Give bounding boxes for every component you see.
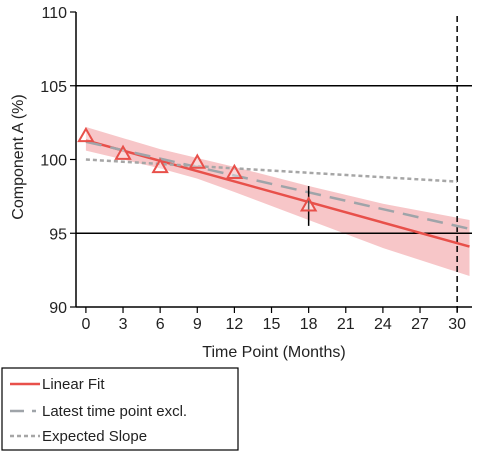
y-tick-label-90: 90 [49, 300, 67, 317]
x-tick-label-27: 27 [411, 316, 429, 333]
x-tick-label-18: 18 [300, 316, 318, 333]
reference-lines-layer [76, 16, 472, 313]
legend: Linear Fit Latest time point excl. Expec… [1, 367, 239, 451]
y-tick-label-110: 110 [41, 5, 67, 22]
x-axis-title: Time Point (Months) [202, 344, 345, 361]
x-tick-label-6: 6 [156, 316, 165, 333]
data-point-0 [77, 126, 95, 143]
y-tick-label-105: 105 [40, 79, 67, 96]
axes-layer: 0 3 6 9 12 15 18 21 24 27 30 90 95 100 105 110 [40, 5, 472, 333]
x-tick-label-12: 12 [226, 316, 244, 333]
data-point-3 [188, 153, 206, 169]
x-tick-label-15: 15 [263, 316, 281, 333]
x-tick-label-30: 30 [448, 316, 466, 333]
y-axis-title: Component A (%) [10, 94, 27, 219]
series-line-0 [85, 139, 470, 248]
x-tick-label-3: 3 [119, 316, 128, 333]
series-line-1 [85, 140, 470, 231]
legend-label-latest-excl: Latest time point excl. [42, 403, 187, 420]
x-tick-label-0: 0 [81, 316, 90, 333]
data-point-1 [114, 144, 132, 160]
legend-label-expected-slope: Expected Slope [42, 428, 147, 445]
data-point-2 [151, 157, 169, 174]
legend-box [1, 367, 239, 451]
data-points-layer [77, 126, 318, 226]
x-tick-label-24: 24 [374, 316, 392, 333]
y-tick-label-100: 100 [40, 153, 67, 170]
data-point-4 [225, 163, 244, 180]
y-tick-label-95: 95 [49, 226, 67, 243]
x-tick-label-9: 9 [193, 316, 202, 333]
data-point-5 [299, 196, 318, 212]
legend-label-linear-fit: Linear Fit [42, 376, 105, 393]
confidence-band [85, 127, 470, 277]
confidence-band-layer [85, 127, 470, 277]
x-tick-label-21: 21 [337, 316, 355, 333]
series-line-2 [85, 158, 458, 183]
series-layer [85, 139, 470, 248]
